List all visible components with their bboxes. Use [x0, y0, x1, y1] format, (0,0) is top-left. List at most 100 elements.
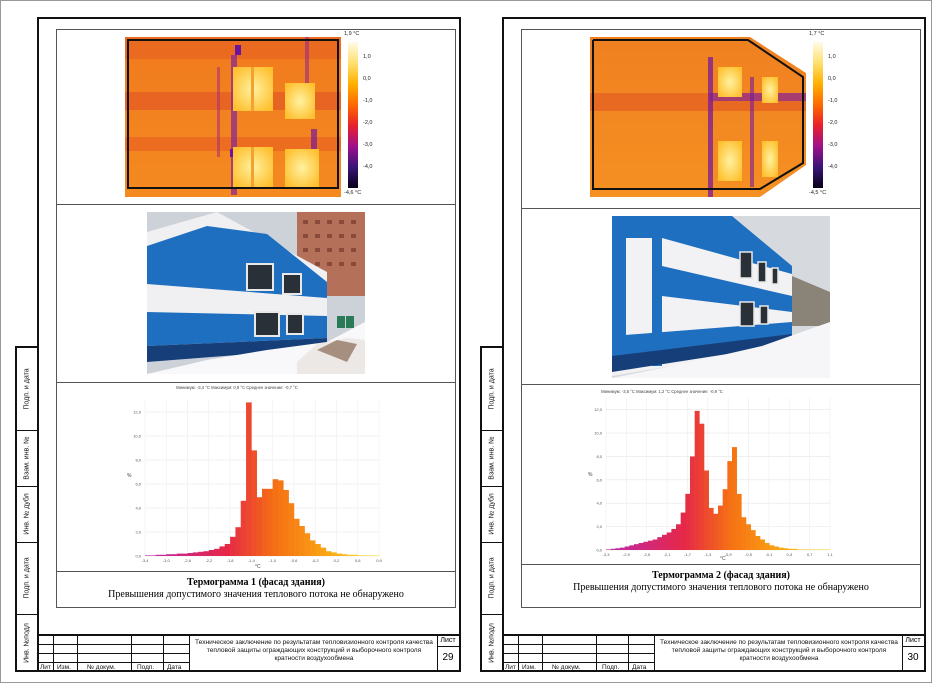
histogram-bar [755, 535, 761, 550]
side-cell-signature-date: Подп. и дата [17, 542, 37, 615]
histogram-x-axis-label: °C [720, 556, 726, 562]
histogram-bar [648, 540, 653, 550]
thermogram-section: 1,7 °C -4,5 °C 1,0 0,0 -1,0 -2,0 -3,0 -4… [522, 30, 920, 209]
histogram-x-tick: -2,5 [643, 552, 651, 557]
side-stamp: Подп. и дата Взам. инв. № Инв. № дубл По… [480, 346, 502, 672]
histogram-bar [187, 553, 194, 556]
histogram-x-tick: -0,6 [290, 558, 298, 563]
histogram-x-tick: -0,5 [745, 552, 753, 557]
histogram-y-tick: 12,0 [594, 407, 603, 412]
histogram-bar [373, 555, 380, 556]
histogram-bar [230, 536, 236, 556]
histogram-x-tick: -2,2 [205, 558, 213, 563]
histogram-x-tick: -2,9 [623, 552, 631, 557]
temperature-colorbar [348, 42, 358, 188]
histogram-bar [816, 549, 821, 550]
histogram-bar [732, 447, 737, 550]
histogram-x-tick: -1,8 [227, 558, 235, 563]
histogram-y-tick: 8,0 [596, 454, 602, 459]
histogram-bar [615, 548, 621, 550]
caption-section: Термограмма 2 (фасад здания) Превышения … [522, 564, 920, 607]
histogram-bar [166, 554, 172, 556]
photo-section [522, 208, 920, 385]
content-table: 1,7 °C -4,5 °C 1,0 0,0 -1,0 -2,0 -3,0 -4… [521, 29, 921, 608]
side-label: Инв. №подл [23, 623, 31, 663]
histogram-x-axis-label: °C [255, 564, 261, 570]
histogram-bar [240, 500, 247, 556]
side-label: Подп. и дата [23, 368, 31, 410]
histogram-bar [802, 549, 807, 550]
histogram-x-tick: -0,1 [765, 552, 773, 557]
histogram-x-tick: -0,9 [725, 552, 733, 557]
histogram-bar [198, 551, 204, 556]
histogram-x-tick: -3,3 [603, 552, 611, 557]
thermogram-caption-text: Превышения допустимого значения тепловог… [573, 582, 869, 593]
temperature-histogram: 12,0 10,0 8,0 6,0 4,0 2,0 0,0 -3,3 -2,9 -2,5 -2,1… [588, 389, 834, 562]
histogram-y-tick: 6,0 [135, 482, 141, 487]
histogram-bar [176, 553, 183, 556]
histogram-bar [736, 493, 742, 550]
histogram-bar [722, 489, 728, 550]
histogram-bar [620, 547, 625, 550]
histogram-bar [224, 544, 231, 556]
histogram-x-tick: -1,0 [269, 558, 277, 563]
page-frame: 1,7 °C -4,5 °C 1,0 0,0 -1,0 -2,0 -3,0 -4… [502, 17, 926, 672]
temperature-histogram: 12,0 10,0 8,0 6,0 4,0 2,0 0,0 -3,4 -3,0 -2,6 -2,2… [127, 385, 383, 570]
colorbar-max-label: 1,9 °C [344, 31, 360, 37]
histogram-bar [272, 479, 279, 556]
histogram-bar [764, 542, 770, 550]
histogram-bar [288, 503, 295, 556]
histogram-bar [610, 548, 616, 550]
histogram-bar [629, 545, 635, 550]
histogram-bar [325, 551, 332, 556]
histogram-bar [283, 490, 289, 556]
histogram-bar [666, 532, 672, 550]
histogram-bar [341, 554, 348, 556]
colorbar-tick: -3,0 [363, 142, 373, 148]
sheet-label: Лист [440, 637, 456, 644]
stamp-column-lit: Лит [40, 664, 51, 671]
stamp-column-change: Изм. [57, 664, 71, 671]
histogram-bar [699, 423, 705, 550]
stamp-column-doc-number: № докум. [552, 664, 581, 671]
histogram-bar [694, 410, 700, 550]
histogram-bar [171, 554, 178, 556]
histogram-bar [155, 554, 162, 556]
stamp-column-doc-number: № докум. [87, 664, 116, 671]
thermogram-image [590, 37, 806, 197]
histogram-bar [182, 553, 188, 556]
histogram-x-tick: -1,7 [684, 552, 692, 557]
histogram-bar [203, 551, 210, 556]
stamp-column-signature: Подп. [137, 664, 155, 671]
histogram-bar [727, 461, 733, 550]
histogram-bar [347, 554, 353, 556]
colorbar-min-label: -4,5 °C [809, 190, 827, 196]
side-cell-replace-inv: Взам. инв. № [482, 430, 502, 487]
document-title: Техническое заключение по результатам те… [195, 639, 433, 662]
histogram-bar [606, 549, 611, 550]
histogram-x-tick: 0,6 [355, 558, 361, 563]
histogram-bar [676, 524, 681, 550]
histogram-bar [315, 544, 321, 556]
document-title: Техническое заключение по результатам те… [660, 639, 898, 662]
histogram-bar [657, 537, 663, 550]
histogram-bar [309, 540, 316, 556]
colorbar-tick: -4,0 [363, 164, 373, 170]
histogram-bar [806, 549, 812, 550]
histogram-y-tick: 10,0 [133, 434, 142, 439]
colorbar-tick: -2,0 [363, 120, 373, 126]
colorbar-tick: -2,0 [828, 120, 838, 126]
histogram-y-tick: 2,0 [135, 530, 141, 535]
building-photo [612, 216, 830, 378]
histogram-bar [256, 497, 263, 556]
colorbar-tick: 0,0 [828, 76, 836, 82]
histogram-y-tick: 8,0 [135, 458, 141, 463]
histogram-bar [760, 539, 765, 550]
histogram-bar [652, 539, 658, 550]
photo-section [57, 204, 455, 383]
histogram-bar [783, 548, 789, 550]
histogram-bar [769, 545, 775, 550]
histogram-y-tick: 6,0 [596, 477, 602, 482]
colorbar-min-label: -4,6 °C [344, 190, 362, 196]
histogram-bar [662, 534, 667, 550]
